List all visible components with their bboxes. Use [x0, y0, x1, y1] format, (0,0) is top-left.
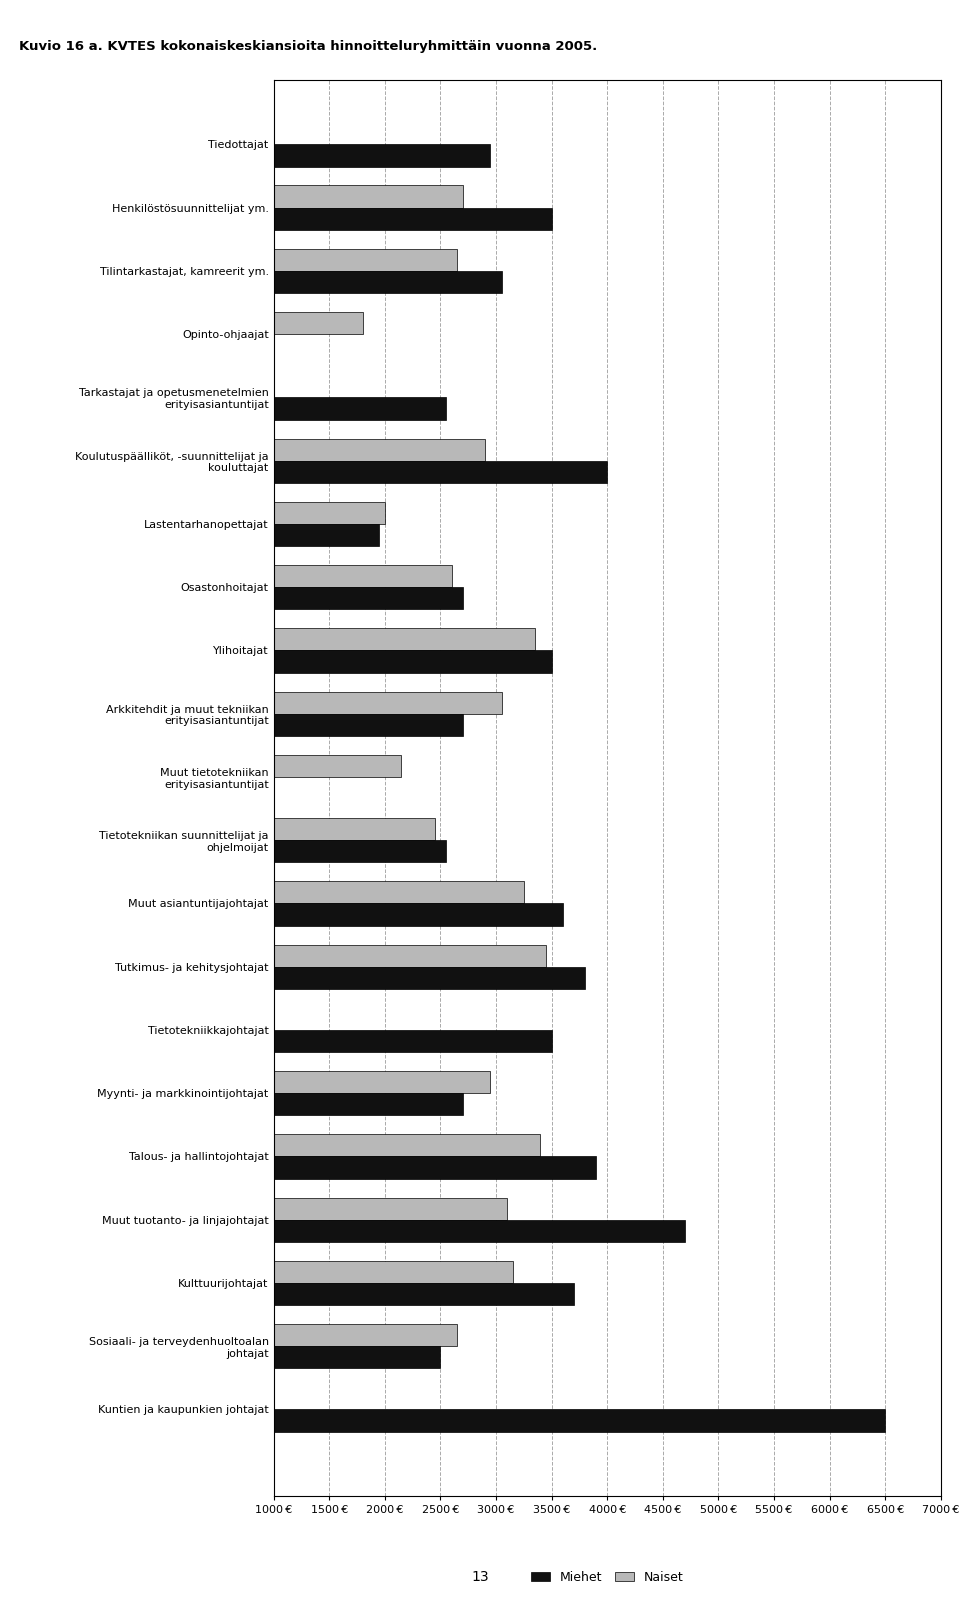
- Bar: [274, 587, 463, 610]
- Bar: [274, 1030, 552, 1053]
- Bar: [274, 461, 608, 483]
- Bar: [274, 944, 546, 966]
- Bar: [274, 629, 535, 651]
- Bar: [274, 691, 501, 714]
- Bar: [274, 1325, 457, 1346]
- Bar: [274, 208, 552, 230]
- Bar: [274, 186, 463, 208]
- Bar: [274, 1219, 685, 1242]
- Bar: [274, 523, 379, 546]
- Bar: [274, 1283, 574, 1306]
- Bar: [274, 1070, 491, 1093]
- Text: 13: 13: [471, 1570, 489, 1584]
- Bar: [274, 651, 552, 672]
- Bar: [274, 438, 485, 461]
- Bar: [274, 397, 446, 419]
- Bar: [274, 1157, 596, 1179]
- Bar: [274, 144, 491, 166]
- Bar: [274, 1093, 463, 1115]
- Bar: [274, 312, 363, 334]
- Bar: [274, 904, 563, 925]
- Bar: [274, 1261, 513, 1283]
- Bar: [274, 818, 435, 840]
- Text: Kuvio 16 a. KVTES kokonaiskeskiansioita hinnoitteluryhmittäin vuonna 2005.: Kuvio 16 a. KVTES kokonaiskeskiansioita …: [19, 40, 597, 53]
- Bar: [274, 966, 585, 989]
- Bar: [274, 755, 401, 778]
- Legend: Miehet, Naiset: Miehet, Naiset: [526, 1566, 688, 1589]
- Bar: [274, 1410, 885, 1432]
- Bar: [274, 1346, 441, 1368]
- Bar: [274, 502, 385, 523]
- Bar: [274, 565, 451, 587]
- Bar: [274, 270, 501, 293]
- Bar: [274, 882, 524, 904]
- Bar: [274, 248, 457, 270]
- Bar: [274, 714, 463, 736]
- Bar: [274, 1197, 507, 1219]
- Bar: [274, 840, 446, 862]
- Bar: [274, 1134, 540, 1157]
